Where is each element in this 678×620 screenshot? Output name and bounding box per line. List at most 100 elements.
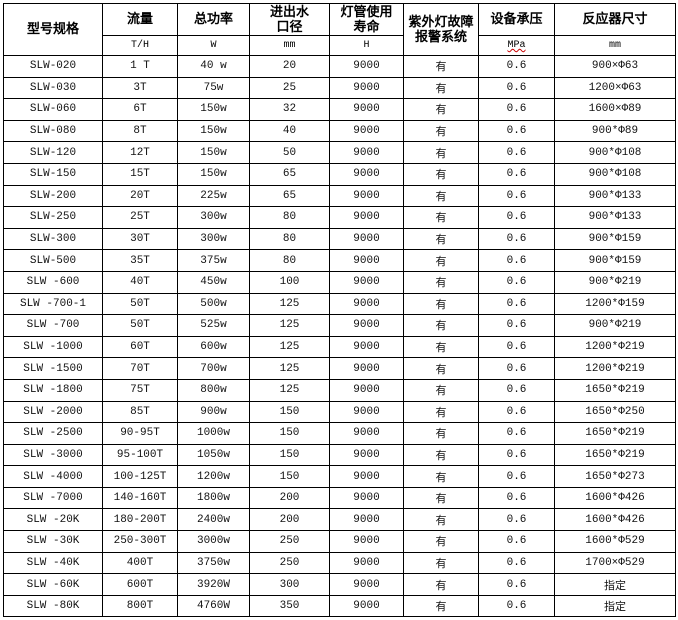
data-cell: 6T [102, 98, 178, 121]
data-cell: 150w [177, 98, 250, 121]
data-cell: 95-100T [102, 443, 178, 467]
data-cell: 0.6 [478, 292, 555, 316]
data-cell: 100 [249, 270, 330, 294]
data-cell: 1200w [177, 465, 250, 488]
data-cell: 525w [177, 314, 250, 337]
data-cell: 100-125T [102, 465, 178, 488]
data-cell: 80 [249, 249, 330, 272]
data-cell: 1050w [177, 443, 250, 467]
data-cell: SLW-500 [3, 249, 103, 272]
data-cell: 150 [249, 422, 330, 445]
data-cell: 有 [403, 551, 479, 575]
data-cell: 32 [249, 98, 330, 121]
data-cell: 200 [249, 486, 330, 510]
data-cell: SLW-120 [3, 141, 103, 164]
data-cell: 9000 [329, 249, 404, 272]
table-body: SLW-020 1 T 40 w 20 9000 有 0.6 900×Φ63 SLW-030 3T… [3, 55, 676, 618]
data-cell: 有 [403, 357, 479, 380]
data-cell: 0.6 [478, 227, 555, 251]
data-cell: 2400w [177, 508, 250, 532]
data-row: SLW -2000 85T 900w 150 9000 有 0.6 1650*Φ250 [3, 400, 676, 424]
data-cell: 40 w [177, 55, 250, 78]
data-cell: 900*Φ108 [554, 141, 676, 164]
data-cell: 9000 [329, 227, 404, 251]
data-cell: 80 [249, 227, 330, 251]
data-cell: SLW -700 [3, 314, 103, 337]
header-cell: 总功率 [177, 3, 250, 36]
data-row: SLW-250 25T 300w 80 9000 有 0.6 900*Φ133 [3, 206, 676, 229]
data-cell: 9000 [329, 486, 404, 510]
data-cell: 65 [249, 184, 330, 208]
data-row: SLW -1500 70T 700w 125 9000 有 0.6 1200*Φ219 [3, 357, 676, 380]
data-cell: 有 [403, 292, 479, 316]
data-cell: 125 [249, 314, 330, 337]
data-cell: 1600*Φ426 [554, 486, 676, 510]
data-row: SLW -40K 400T 3750w 250 9000 有 0.6 1700×Φ529 [3, 551, 676, 575]
data-cell: 0.6 [478, 573, 555, 596]
data-cell: 有 [403, 443, 479, 467]
data-cell: 180-200T [102, 508, 178, 532]
data-cell: 150w [177, 162, 250, 186]
data-cell: 700w [177, 357, 250, 380]
data-cell: 50T [102, 314, 178, 337]
data-cell: 9000 [329, 119, 404, 143]
header-cell: 进出水口径 [249, 3, 330, 36]
data-cell: 35T [102, 249, 178, 272]
data-cell: 0.6 [478, 551, 555, 575]
data-cell: 50 [249, 141, 330, 164]
data-cell: 900w [177, 400, 250, 424]
data-cell: 900*Φ89 [554, 119, 676, 143]
data-cell: SLW -1000 [3, 335, 103, 359]
data-cell: 150w [177, 119, 250, 143]
data-cell: 1600*Φ529 [554, 530, 676, 553]
data-cell: 1600*Φ426 [554, 508, 676, 532]
data-cell: 40 [249, 119, 330, 143]
data-cell: 125 [249, 357, 330, 380]
data-cell: 900*Φ159 [554, 249, 676, 272]
data-cell: 3750w [177, 551, 250, 575]
data-cell: 30T [102, 227, 178, 251]
data-row: SLW-200 20T 225w 65 9000 有 0.6 900*Φ133 [3, 184, 676, 208]
data-cell: 9000 [329, 400, 404, 424]
data-cell: 25T [102, 206, 178, 229]
data-row: SLW -30K 250-300T 3000w 250 9000 有 0.6 1600*Φ52… [3, 530, 676, 553]
data-cell: 225w [177, 184, 250, 208]
data-cell: 150w [177, 141, 250, 164]
data-cell: 有 [403, 486, 479, 510]
data-cell: 900*Φ219 [554, 314, 676, 337]
header-cell: 灯管使用寿命 [329, 3, 404, 36]
data-row: SLW -700 50T 525w 125 9000 有 0.6 900*Φ219 [3, 314, 676, 337]
data-cell: SLW -2000 [3, 400, 103, 424]
data-cell: 0.6 [478, 443, 555, 467]
data-cell: SLW -20K [3, 508, 103, 532]
data-cell: 200 [249, 508, 330, 532]
data-cell: 9000 [329, 184, 404, 208]
data-cell: 有 [403, 314, 479, 337]
data-cell: 9000 [329, 530, 404, 553]
data-cell: 90-95T [102, 422, 178, 445]
data-cell: 有 [403, 270, 479, 294]
data-cell: 900×Φ63 [554, 55, 676, 78]
data-cell: SLW -40K [3, 551, 103, 575]
data-cell: 0.6 [478, 422, 555, 445]
data-cell: 65 [249, 162, 330, 186]
data-cell: 9000 [329, 206, 404, 229]
data-cell: 40T [102, 270, 178, 294]
data-cell: 0.6 [478, 119, 555, 143]
data-row: SLW-120 12T 150w 50 9000 有 0.6 900*Φ108 [3, 141, 676, 164]
data-row: SLW -2500 90-95T 1000w 150 9000 有 0.6 1650*Φ219 [3, 422, 676, 445]
data-cell: SLW -600 [3, 270, 103, 294]
data-cell: 指定 [554, 594, 676, 618]
unit-cell: H [329, 35, 404, 56]
data-cell: 1650*Φ250 [554, 400, 676, 424]
data-cell: 12T [102, 141, 178, 164]
data-row: SLW-300 30T 300w 80 9000 有 0.6 900*Φ159 [3, 227, 676, 251]
data-row: SLW -4000 100-125T 1200w 150 9000 有 0.6 1650*Φ2… [3, 465, 676, 488]
data-cell: 有 [403, 76, 479, 100]
data-cell: 450w [177, 270, 250, 294]
unit-cell: mm [554, 35, 676, 56]
unit-cell: mm [249, 35, 330, 56]
data-row: SLW -60K 600T 3920W 300 9000 有 0.6 指定 [3, 573, 676, 596]
data-cell: SLW -4000 [3, 465, 103, 488]
data-cell: 指定 [554, 573, 676, 596]
